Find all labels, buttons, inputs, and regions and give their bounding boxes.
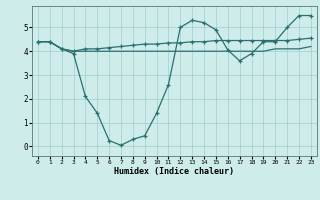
X-axis label: Humidex (Indice chaleur): Humidex (Indice chaleur) [115,167,234,176]
